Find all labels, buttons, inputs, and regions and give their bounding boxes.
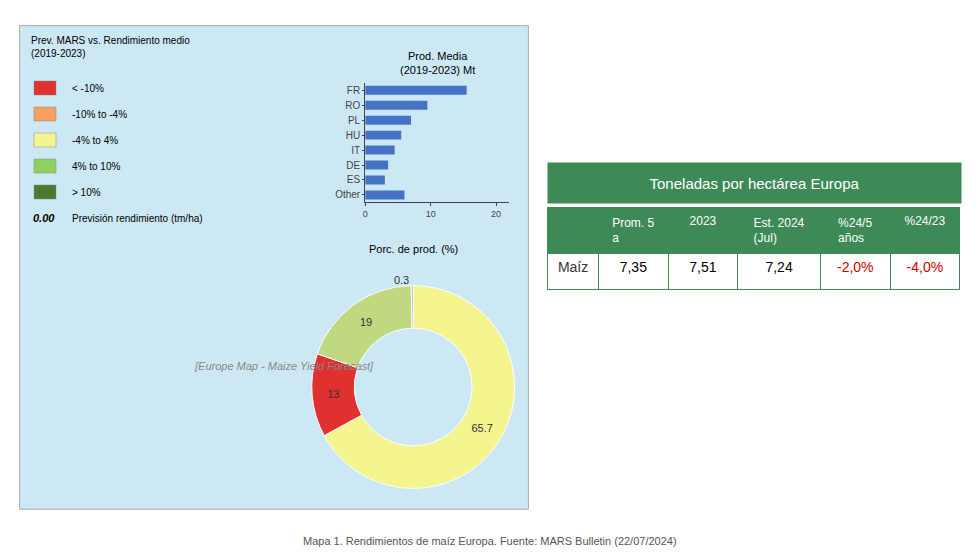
svg-text:PL: PL — [348, 115, 361, 126]
svg-text:Mapa 1. Rendimientos de maíz E: Mapa 1. Rendimientos de maíz Europa. Fue… — [303, 535, 677, 547]
svg-text:2023: 2023 — [690, 214, 717, 228]
svg-text:Porc. de prod. (%): Porc. de prod. (%) — [369, 243, 458, 255]
svg-text:IT: IT — [351, 145, 360, 156]
svg-text:< -10%: < -10% — [72, 83, 104, 94]
svg-text:0.00: 0.00 — [33, 212, 55, 224]
svg-text:Prom. 5a: Prom. 5a — [612, 216, 654, 246]
svg-text:-4,0%: -4,0% — [907, 259, 944, 275]
svg-text:RO: RO — [345, 100, 360, 111]
svg-text:-4% to 4%: -4% to 4% — [72, 135, 118, 146]
svg-text:HU: HU — [346, 130, 360, 141]
svg-text:-10% to -4%: -10% to -4% — [72, 109, 127, 120]
svg-text:0.3: 0.3 — [394, 274, 409, 286]
svg-text:Est. 2024(Jul): Est. 2024(Jul) — [754, 216, 805, 246]
svg-text:FR: FR — [347, 85, 360, 96]
svg-text:Previsión rendimiento (tm/ha): Previsión rendimiento (tm/ha) — [72, 213, 203, 224]
svg-text:-2,0%: -2,0% — [837, 259, 874, 275]
svg-text:Toneladas por hectárea Europa: Toneladas por hectárea Europa — [650, 175, 860, 192]
svg-text:7,24: 7,24 — [765, 259, 792, 275]
svg-text:Other: Other — [335, 189, 361, 200]
svg-text:ES: ES — [347, 174, 361, 185]
svg-text:> 10%: > 10% — [72, 187, 101, 198]
svg-text:7,51: 7,51 — [689, 259, 716, 275]
svg-text:20: 20 — [491, 209, 501, 219]
svg-text:Prev. MARS vs. Rendimiento med: Prev. MARS vs. Rendimiento medio(2019-20… — [31, 35, 190, 59]
svg-text:%24/5años: %24/5años — [838, 216, 872, 246]
svg-text:13: 13 — [327, 388, 339, 400]
svg-text:[Europe Map - Maize Yield Fore: [Europe Map - Maize Yield Forecast] — [194, 360, 374, 372]
svg-text:4% to 10%: 4% to 10% — [72, 161, 120, 172]
svg-text:0: 0 — [363, 209, 368, 219]
svg-text:Prod. Media(2019-2023) Mt: Prod. Media(2019-2023) Mt — [400, 50, 475, 76]
svg-text:19: 19 — [360, 316, 372, 328]
svg-text:7,35: 7,35 — [620, 259, 647, 275]
svg-text:10: 10 — [426, 209, 436, 219]
svg-text:65.7: 65.7 — [471, 422, 492, 434]
svg-text:Maíz: Maíz — [558, 259, 588, 275]
svg-text:DE: DE — [346, 160, 360, 171]
svg-text:%24/23: %24/23 — [904, 214, 945, 228]
